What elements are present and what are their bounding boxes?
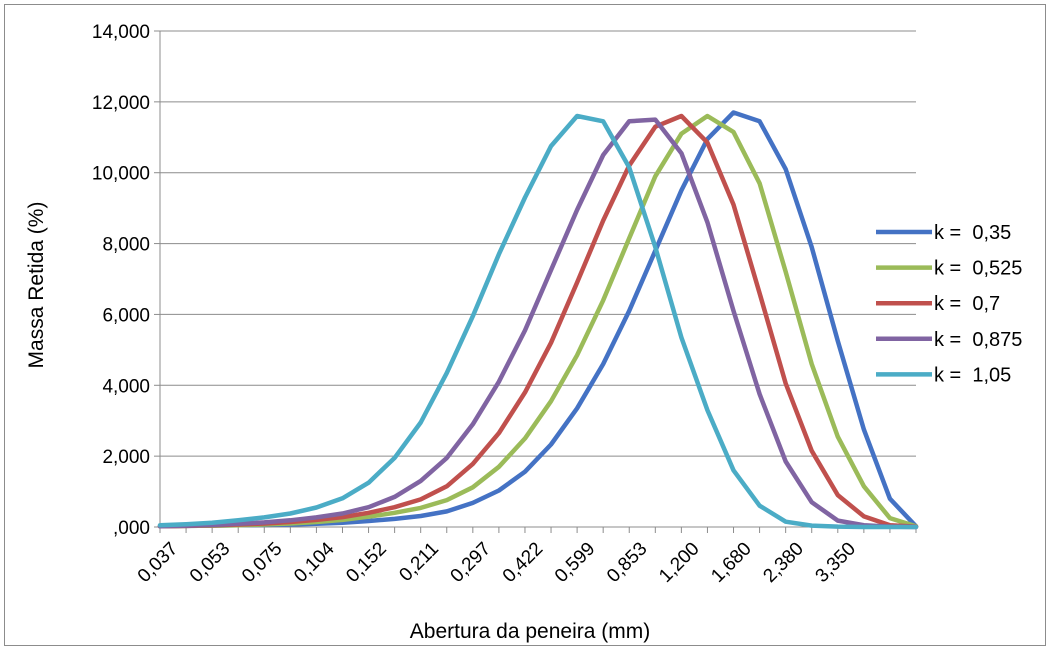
y-tick-label: 6,000 <box>102 305 150 326</box>
y-tick-label: 10,000 <box>92 164 150 185</box>
x-tick-label: 0,053 <box>186 538 234 586</box>
x-tick-label: 1,200 <box>655 538 703 586</box>
x-tick-label: 0,075 <box>238 538 286 586</box>
series-lines <box>157 110 919 530</box>
y-tick-label: ,000 <box>113 518 150 539</box>
y-tick-label: 12,000 <box>92 93 150 114</box>
y-tick-label: 4,000 <box>102 376 150 397</box>
x-tick-label: 2,380 <box>759 538 807 586</box>
series-line-2 <box>157 113 919 529</box>
x-tick-label: 0,211 <box>395 538 442 585</box>
x-tick-label: 0,297 <box>447 538 495 586</box>
x-tick-label: 0,104 <box>290 538 339 587</box>
y-tick-label: 14,000 <box>92 22 150 43</box>
axes <box>159 31 917 533</box>
legend-label: k = 0,35 <box>934 222 1011 244</box>
x-tick-label: 3,350 <box>812 538 860 586</box>
x-tick-label: 1,680 <box>707 538 755 586</box>
y-tick-label: 2,000 <box>102 447 150 468</box>
legend: k = 0,35 k = 0,525 k = 0,7 k = 0,875 k = 1,0… <box>876 222 1022 386</box>
x-axis-tick-labels: 0,037 0,053 0,075 0,104 0,152 0,211 0,297 0,422… <box>134 538 860 587</box>
y-axis-title: Massa Retida (%) <box>25 202 48 369</box>
y-axis-tick-labels: ,000 2,000 4,000 6,000 8,000 10,000 12,000 14,0… <box>92 22 150 539</box>
x-tick-label: 0,422 <box>499 538 547 586</box>
series-line-4 <box>157 117 919 530</box>
x-tick-label: 0,037 <box>134 538 182 586</box>
gridlines <box>154 30 916 528</box>
x-tick-label: 0,599 <box>551 538 599 586</box>
legend-label: k = 1,05 <box>934 364 1011 386</box>
x-tick-label: 0,853 <box>603 538 651 586</box>
series-line-5 <box>157 113 919 530</box>
legend-label: k = 0,875 <box>934 329 1022 351</box>
y-tick-label: 8,000 <box>102 235 150 256</box>
legend-label: k = 0,525 <box>934 258 1022 280</box>
series-line-3 <box>157 113 919 529</box>
legend-label: k = 0,7 <box>934 293 1000 315</box>
x-axis-title: Abertura da peneira (mm) <box>410 620 650 643</box>
x-tick-label: 0,152 <box>342 538 390 586</box>
